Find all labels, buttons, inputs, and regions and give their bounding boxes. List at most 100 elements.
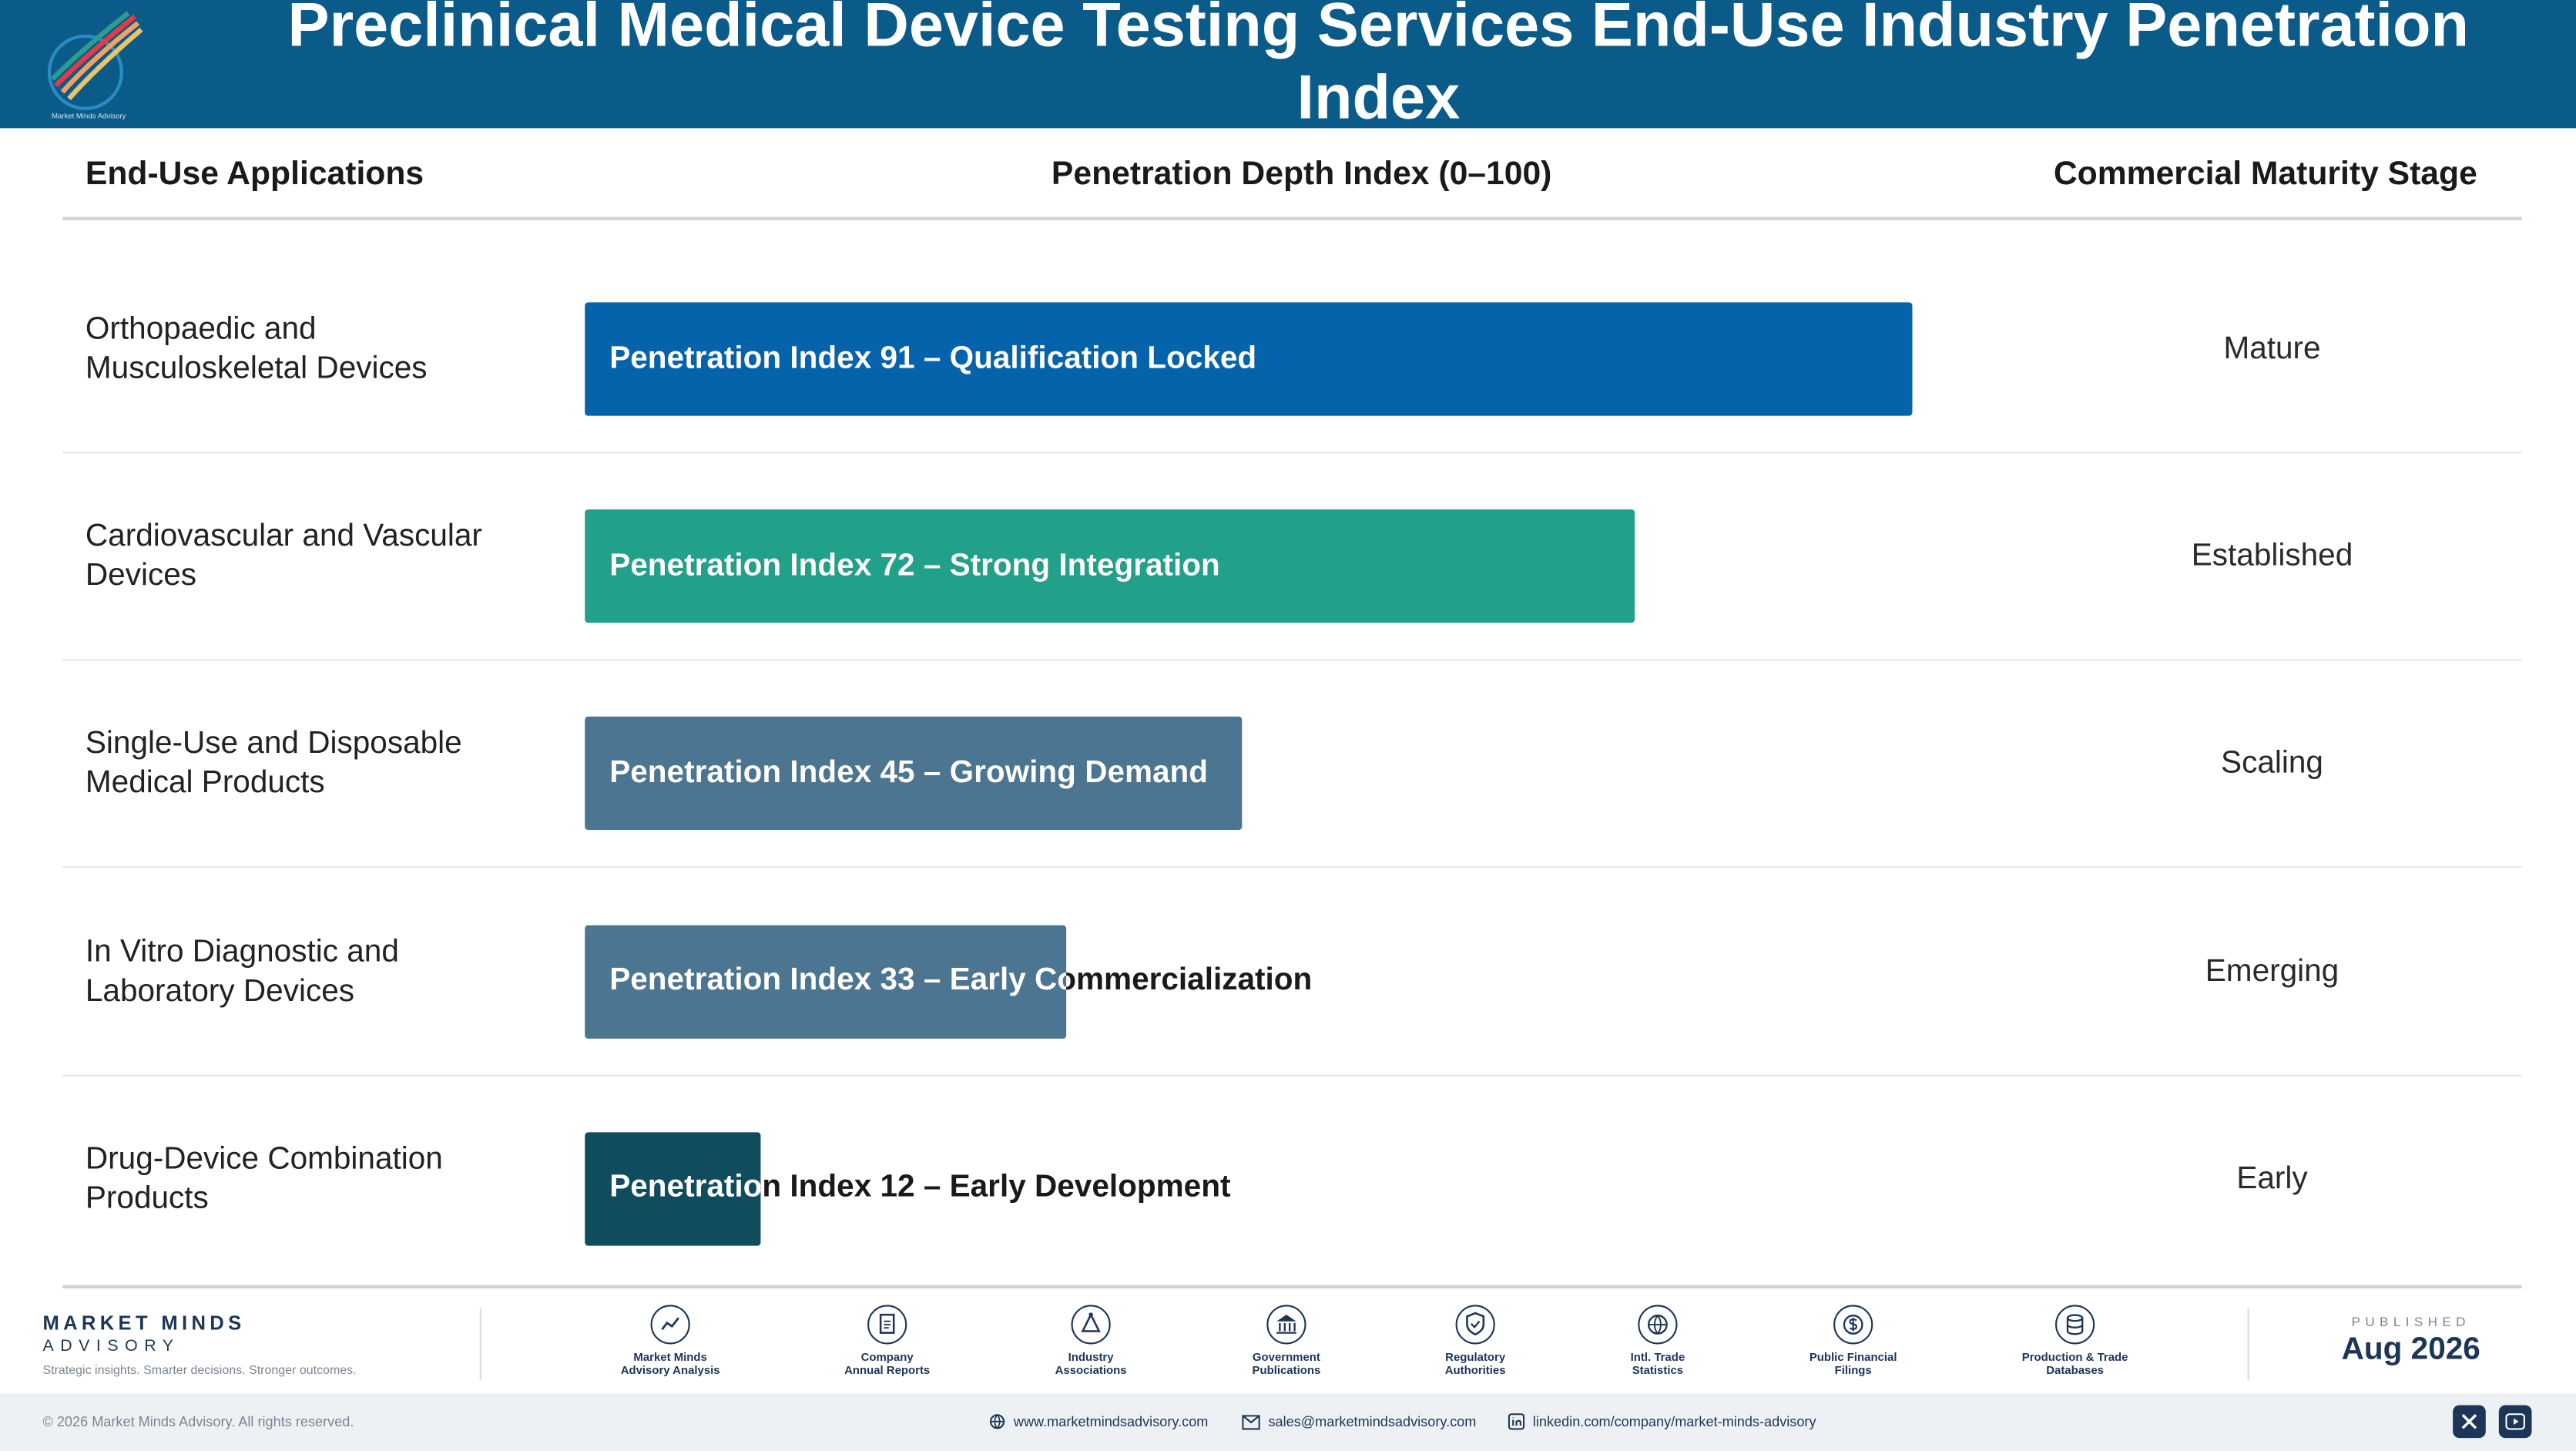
- source-item: Industry Associations: [1001, 1305, 1182, 1379]
- source-label-line2: Filings: [1834, 1365, 1872, 1378]
- source-label: Government Publications: [1196, 1352, 1377, 1379]
- row-divider: [62, 659, 2522, 661]
- source-label-line1: Production & Trade: [2021, 1352, 2128, 1365]
- bar-value-label-inside: Penetration Index 45 – Growing Demand: [609, 755, 1209, 791]
- mail-icon: [1242, 1414, 1260, 1429]
- source-label: Market Minds Advisory Analysis: [580, 1352, 761, 1379]
- source-label: Production & Trade Databases: [1984, 1352, 2165, 1379]
- penetration-bar: [585, 302, 1913, 416]
- penetration-bar: [585, 717, 1242, 831]
- chart-row: Single-Use and Disposable Medical Produc…: [62, 661, 2522, 868]
- linkedin-link[interactable]: linkedin.com/company/market-minds-adviso…: [1508, 1413, 1816, 1429]
- category-label: Orthopaedic and Musculoskeletal Devices: [85, 312, 428, 387]
- source-label: Industry Associations: [1001, 1352, 1182, 1379]
- source-item: Company Annual Reports: [797, 1305, 978, 1379]
- linkedin-icon: [1508, 1413, 1525, 1430]
- brand-name: MARKET MINDS: [42, 1311, 246, 1335]
- source-label: Public Financial Filings: [1763, 1352, 1944, 1379]
- source-label-line1: Industry: [1068, 1352, 1114, 1365]
- source-label-line2: Databases: [2046, 1365, 2104, 1378]
- source-label-line2: Statistics: [1632, 1365, 1684, 1378]
- published-date: Aug 2026: [2341, 1332, 2480, 1368]
- email-link[interactable]: sales@marketmindsadvisory.com: [1242, 1413, 1476, 1429]
- bar-value-label-inside: Penetration Index 72 – Strong Integratio…: [609, 548, 1220, 583]
- bar-value-label: Penetration Index 45 – Growing Demand: [609, 755, 1209, 791]
- maturity-stage: Emerging: [2205, 954, 2340, 989]
- bar-value-label: Penetration Index 12 – Early Development: [609, 1171, 1231, 1205]
- bar-value-label-overlay: Penetration Index 45 – Growing Demand: [585, 717, 1241, 831]
- category-label: Cardiovascular and Vascular Devices: [85, 519, 482, 594]
- email-text: sales@marketmindsadvisory.com: [1268, 1413, 1477, 1430]
- trend-chart-icon: [650, 1305, 690, 1345]
- bar-value-label-overlay: Penetration Index 72 – Strong Integratio…: [585, 510, 1635, 623]
- database-icon: [2055, 1305, 2095, 1345]
- svg-text:Market Minds Advisory: Market Minds Advisory: [52, 113, 126, 121]
- brand-tagline: Strategic insights. Smarter decisions. S…: [42, 1362, 357, 1378]
- footer-divider: [479, 1308, 481, 1381]
- source-label-line2: Associations: [1055, 1365, 1127, 1378]
- maturity-stage: Mature: [2223, 331, 2321, 367]
- penetration-bar: [585, 924, 1067, 1038]
- published-label: PUBLISHED: [2351, 1315, 2470, 1330]
- youtube-icon: [2505, 1413, 2525, 1430]
- source-item: Market Minds Advisory Analysis: [580, 1305, 761, 1379]
- bar-value-label-overlay: Penetration Index 33 – Early Commerciali…: [585, 925, 1066, 1038]
- chart-row: Cardiovascular and Vascular Devices Penet…: [62, 454, 2522, 661]
- row-divider: [62, 1073, 2522, 1076]
- chart-row: In Vitro Diagnostic and Laboratory Devic…: [62, 868, 2522, 1076]
- penetration-bar: [585, 509, 1635, 623]
- linkedin-text: linkedin.com/company/market-minds-adviso…: [1532, 1413, 1816, 1430]
- category-label: Single-Use and Disposable Medical Produc…: [85, 727, 462, 801]
- company-logo: Market Minds Advisory: [47, 11, 143, 121]
- youtube-social-button[interactable]: [2498, 1405, 2532, 1439]
- maturity-stage: Established: [2191, 539, 2353, 574]
- bar-value-label-overlay: Penetration Index 91 – Qualification Loc…: [585, 302, 1912, 415]
- source-label-line2: Annual Reports: [844, 1365, 931, 1378]
- bar-value-label-inside: Penetration Index 91 – Qualification Loc…: [609, 341, 1257, 376]
- source-label: Regulatory Authorities: [1385, 1352, 1566, 1379]
- source-label-line1: Intl. Trade: [1630, 1352, 1685, 1365]
- source-label: Intl. Trade Statistics: [1568, 1352, 1749, 1379]
- table-bottom-divider: [62, 1285, 2522, 1289]
- source-label-line1: Government: [1252, 1352, 1320, 1365]
- maturity-stage: Early: [2236, 1161, 2308, 1197]
- source-label: Company Annual Reports: [797, 1352, 978, 1379]
- brand-subtitle: ADVISORY: [42, 1338, 180, 1356]
- column-header-stage: Commercial Maturity Stage: [2053, 156, 2477, 193]
- page-title: Preclinical Medical Device Testing Servi…: [287, 0, 2470, 129]
- website-link[interactable]: www.marketmindsadvisory.com: [989, 1413, 1209, 1430]
- source-label-line2: Publications: [1252, 1365, 1321, 1378]
- footer: MARKET MINDS ADVISORY Strategic insights…: [0, 1291, 2576, 1394]
- header-divider: [62, 217, 2522, 220]
- header-banner: Market Minds Advisory Preclinical Medica…: [0, 0, 2576, 129]
- row-divider: [62, 866, 2522, 868]
- chart-row: Drug-Device Combination Products Penetrat…: [62, 1076, 2522, 1283]
- source-item: Regulatory Authorities: [1385, 1305, 1566, 1379]
- copyright: © 2026 Market Minds Advisory. All rights…: [42, 1413, 354, 1430]
- bar-value-label: Penetration Index 33 – Early Commerciali…: [609, 962, 1313, 998]
- source-label-line1: Public Financial: [1809, 1352, 1897, 1365]
- column-header-depth: Penetration Depth Index (0–100): [1051, 156, 1552, 193]
- penetration-bar: [585, 1131, 760, 1246]
- bar-value-label: Penetration Index 72 – Strong Integratio…: [609, 548, 1220, 583]
- network-icon: [1071, 1305, 1111, 1345]
- source-item: Production & Trade Databases: [1984, 1305, 2165, 1379]
- globe-icon: [989, 1414, 1005, 1429]
- source-item: Public Financial Filings: [1763, 1305, 1944, 1379]
- source-label-line1: Company: [860, 1352, 914, 1365]
- bar-value-label-inside: Penetration Index 33 – Early Commerciali…: [609, 962, 1066, 998]
- x-icon: [2461, 1414, 2477, 1429]
- maturity-stage: Scaling: [2221, 747, 2323, 781]
- bar-value-label-overlay: Penetration Index 12 – Early Development: [585, 1132, 760, 1245]
- column-header-applications: End-Use Applications: [85, 156, 424, 193]
- x-social-button[interactable]: [2453, 1405, 2486, 1439]
- government-building-icon: [1266, 1305, 1306, 1345]
- document-icon: [867, 1305, 907, 1345]
- category-label: In Vitro Diagnostic and Laboratory Devic…: [85, 934, 399, 1009]
- bar-value-label-inside: Penetration Index 12 – Early Development: [609, 1171, 760, 1205]
- footer-divider: [2247, 1308, 2249, 1381]
- source-item: Government Publications: [1196, 1305, 1377, 1379]
- source-label-line1: Market Minds: [633, 1352, 707, 1365]
- source-label-line1: Regulatory: [1445, 1352, 1506, 1365]
- website-text: www.marketmindsadvisory.com: [1013, 1413, 1209, 1430]
